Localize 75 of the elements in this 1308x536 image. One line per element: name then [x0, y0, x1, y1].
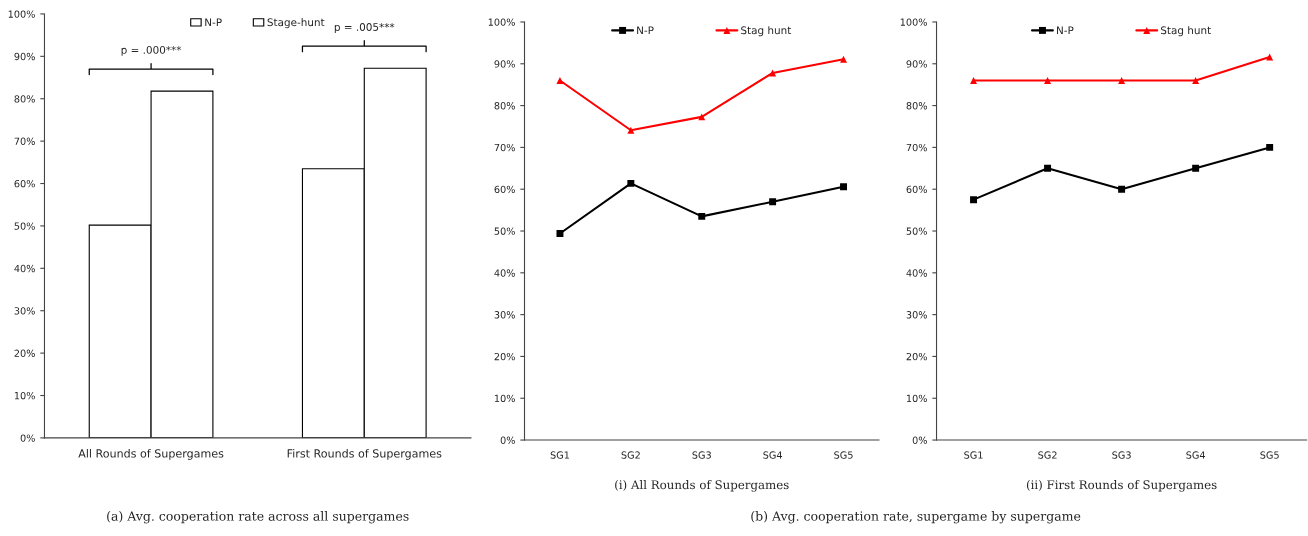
- y-tick-label: 30%: [906, 311, 927, 319]
- y-tick-label: 90%: [14, 52, 35, 61]
- y-tick-label: 50%: [494, 227, 515, 235]
- y-tick-label: 90%: [494, 60, 515, 68]
- x-tick-label: First Rounds of Supergames: [287, 449, 442, 460]
- point: [1118, 77, 1126, 84]
- x-tick-label: All Rounds of Supergames: [78, 449, 224, 460]
- y-tick-label: 20%: [14, 349, 35, 357]
- y-tick-label: 40%: [906, 269, 927, 277]
- point: [556, 230, 564, 237]
- legend-label: N-P: [637, 26, 654, 35]
- y-tick-label: 20%: [494, 352, 515, 361]
- y-tick-label: 40%: [14, 264, 35, 273]
- x-tick-label: SG4: [763, 451, 783, 459]
- point: [627, 126, 635, 134]
- text: (a) Avg. cooperation rate across all supergames: [107, 511, 409, 524]
- point: [840, 183, 847, 191]
- point: [1192, 164, 1200, 172]
- y-tick-label: 60%: [14, 180, 35, 188]
- y-tick-label: 0%: [20, 434, 35, 442]
- point: [840, 55, 847, 63]
- x-tick-label: SG3: [692, 451, 711, 459]
- point: [1118, 185, 1126, 193]
- legend-label: Stag hunt: [741, 26, 792, 37]
- point: [1192, 77, 1200, 84]
- point: [1044, 164, 1052, 172]
- y-tick-label: 90%: [906, 60, 927, 68]
- y-tick-label: 10%: [14, 391, 35, 400]
- point: [970, 77, 978, 84]
- point: [769, 198, 777, 206]
- point: [970, 196, 978, 204]
- y-tick-label: 100%: [8, 10, 35, 18]
- y-tick-label: 80%: [906, 102, 927, 110]
- y-tick-label: 80%: [494, 102, 515, 110]
- legend-label: Stage-hunt: [267, 18, 325, 29]
- y-tick-label: 30%: [14, 307, 35, 315]
- point: [1044, 77, 1052, 84]
- y-tick-label: 30%: [494, 311, 515, 319]
- y-tick-label: 70%: [906, 143, 927, 152]
- y-tick-label: 100%: [900, 18, 927, 26]
- point: [1266, 53, 1274, 61]
- y-tick-label: 60%: [494, 185, 515, 194]
- point: [627, 179, 635, 187]
- x-tick-label: SG2: [621, 451, 640, 459]
- y-tick-label: 10%: [906, 394, 927, 403]
- point: [698, 212, 706, 220]
- point: [1266, 143, 1274, 151]
- y-tick-label: 10%: [494, 394, 515, 403]
- annotation: p = .005***: [334, 23, 395, 33]
- y-tick-label: 20%: [906, 352, 927, 361]
- y-tick-label: 80%: [14, 95, 35, 103]
- x-tick-label: SG1: [964, 451, 983, 459]
- x-tick-label: SG2: [1038, 451, 1057, 459]
- x-tick-label: SG5: [834, 451, 853, 459]
- text: (b) Avg. cooperation rate, supergame by supergame: [751, 511, 1081, 524]
- y-tick-label: 0%: [500, 436, 515, 444]
- y-tick-label: 60%: [906, 185, 927, 194]
- x-axis-title: (ii) First Rounds of Supergames: [1026, 480, 1217, 492]
- y-tick-label: 50%: [906, 227, 927, 235]
- x-tick-label: SG3: [1112, 451, 1131, 459]
- x-tick-label: SG5: [1260, 451, 1279, 459]
- x-tick-label: SG4: [1186, 451, 1206, 459]
- y-tick-label: 50%: [14, 222, 35, 230]
- legend-label: Stag hunt: [1160, 26, 1211, 37]
- y-tick-label: 40%: [494, 269, 515, 277]
- y-tick-label: 100%: [488, 18, 515, 26]
- legend-label: N-P: [205, 18, 222, 27]
- x-axis-title: (i) All Rounds of Supergames: [615, 480, 789, 492]
- legend-label: N-P: [1057, 26, 1074, 35]
- x-tick-label: SG1: [550, 451, 569, 459]
- y-tick-label: 70%: [494, 143, 515, 152]
- point: [556, 77, 564, 84]
- annotation: p = .000***: [121, 45, 182, 56]
- y-tick-label: 70%: [14, 137, 35, 145]
- y-tick-label: 0%: [912, 436, 927, 444]
